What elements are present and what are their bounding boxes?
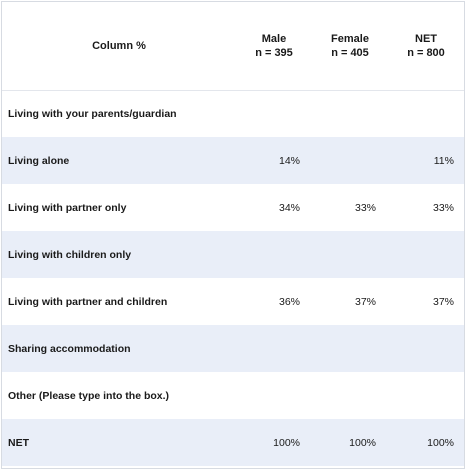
table-row: Living with partner and children 36% 37%… [2, 278, 464, 325]
table-row: Living alone 14% 11% [2, 137, 464, 184]
net-column-title: NET [415, 32, 437, 45]
female-cell: 33% [354, 201, 376, 214]
female-cell [312, 90, 388, 137]
table-header-row: Column % Male n = 395 Female n = 405 NET… [2, 2, 464, 91]
male-cell [236, 372, 312, 419]
female-column-base: n = 405 [331, 46, 369, 59]
male-cell: 36% [278, 295, 300, 308]
net-cell: 33% [432, 201, 454, 214]
female-cell: 100% [349, 436, 376, 449]
net-cell: 11% [433, 154, 454, 167]
net-cell [388, 325, 464, 372]
female-cell: 37% [354, 295, 376, 308]
row-label: Other (Please type into the box.) [8, 389, 170, 402]
row-label: Living alone [8, 154, 70, 167]
crosstab-table: Column % Male n = 395 Female n = 405 NET… [2, 2, 464, 466]
table-row: Living with children only [2, 231, 464, 278]
net-cell: 100% [427, 436, 454, 449]
male-column-header: Male n = 395 [236, 2, 312, 91]
row-label: Sharing accommodation [8, 342, 131, 355]
male-column-base: n = 395 [255, 46, 293, 59]
row-label: Living with your parents/guardian [8, 107, 177, 120]
table-row: Other (Please type into the box.) [2, 372, 464, 419]
table-row: Living with partner only 34% 33% 33% [2, 184, 464, 231]
net-cell [388, 231, 464, 278]
column-percent-header: Column % [2, 2, 236, 91]
female-cell [312, 231, 388, 278]
row-label: Living with children only [8, 248, 132, 261]
net-column-header: NET n = 800 [388, 2, 464, 91]
male-cell [236, 90, 312, 137]
net-cell [388, 372, 464, 419]
male-cell: 100% [273, 436, 300, 449]
female-cell [312, 325, 388, 372]
male-cell [236, 325, 312, 372]
net-column-base: n = 800 [407, 46, 445, 59]
male-column-title: Male [261, 32, 287, 45]
female-column-header: Female n = 405 [312, 2, 388, 91]
female-column-title: Female [331, 32, 369, 45]
net-cell: 37% [432, 295, 454, 308]
male-cell: 34% [278, 201, 300, 214]
row-label: NET [8, 436, 29, 449]
female-cell [312, 372, 388, 419]
row-label: Living with partner only [8, 201, 127, 214]
female-cell [312, 137, 388, 184]
male-cell [236, 231, 312, 278]
table-row: Sharing accommodation [2, 325, 464, 372]
table-row-net: NET 100% 100% 100% [2, 419, 464, 466]
table-row: Living with your parents/guardian [2, 90, 464, 137]
row-label: Living with partner and children [8, 295, 168, 308]
net-cell [388, 90, 464, 137]
male-cell: 14% [278, 154, 300, 167]
